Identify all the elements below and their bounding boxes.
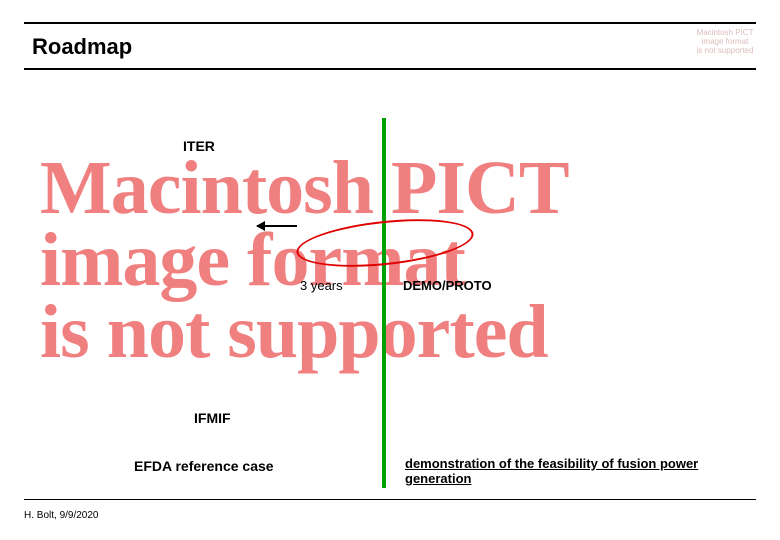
page-title: Roadmap [32, 34, 132, 60]
label-efda-case: EFDA reference case [134, 458, 274, 474]
pict-watermark-l1: Macintosh PICT [40, 152, 760, 224]
pict-badge-l1: Macintosh PICT [697, 28, 754, 37]
vertical-divider [382, 118, 386, 488]
pict-watermark-l3: is not supported [40, 296, 760, 368]
pict-badge-l2: image format [702, 37, 749, 46]
header-rule-bottom [24, 68, 756, 70]
footer-rule [24, 499, 756, 500]
pict-badge-l3: is not supported [697, 46, 754, 55]
label-ifmif: IFMIF [194, 410, 231, 426]
header-rule-top [24, 22, 756, 24]
label-demo-proto: DEMO/PROTO [403, 278, 492, 293]
footer-text: H. Bolt, 9/9/2020 [24, 510, 99, 521]
label-demonstration: demonstration of the feasibility of fusi… [405, 456, 745, 486]
pict-badge-small: Macintosh PICT image format is not suppo… [694, 28, 756, 55]
slide: Roadmap Macintosh PICT image format is n… [0, 0, 780, 540]
arrow-left-icon [257, 225, 297, 227]
label-iter: ITER [183, 138, 215, 154]
label-three-years: 3 years [300, 278, 343, 293]
